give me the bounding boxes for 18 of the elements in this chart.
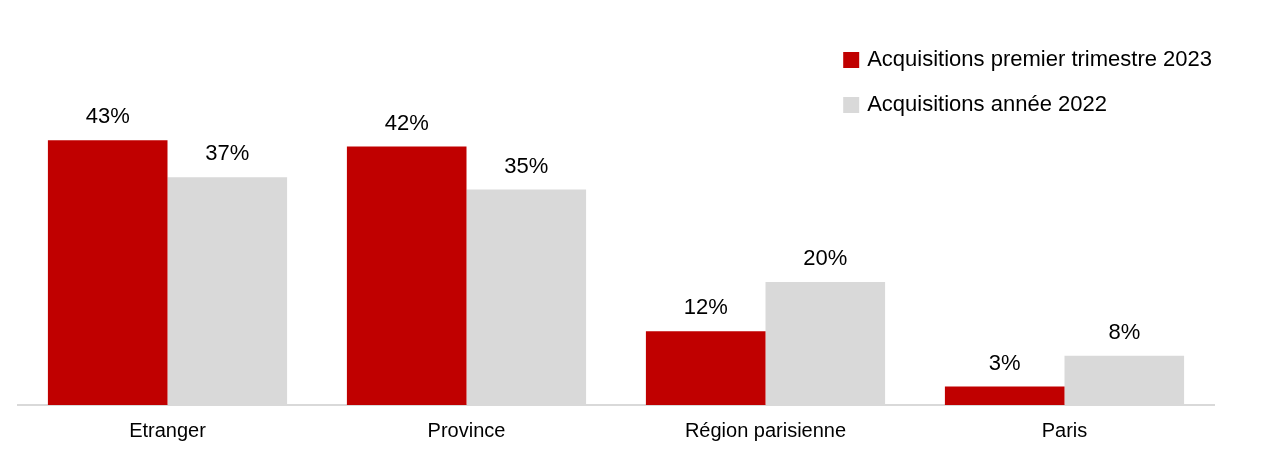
bar xyxy=(645,331,766,405)
x-tick-label: Paris xyxy=(1041,418,1088,441)
data-label: 43% xyxy=(85,103,130,129)
data-label: 8% xyxy=(1108,318,1141,344)
bar xyxy=(47,140,168,405)
bar xyxy=(346,146,467,405)
data-label: 35% xyxy=(504,152,549,178)
data-label: 42% xyxy=(384,109,429,135)
data-label: 12% xyxy=(683,294,728,320)
data-label: 37% xyxy=(205,140,250,166)
bar xyxy=(944,386,1065,405)
data-label: 3% xyxy=(988,349,1021,375)
x-tick-label: Région parisienne xyxy=(684,418,847,441)
legend-label: Acquisitions premier trimestre 2023 xyxy=(867,46,1213,72)
x-tick-label: Etranger xyxy=(129,418,207,441)
legend-label: Acquisitions année 2022 xyxy=(867,91,1107,117)
data-label: 20% xyxy=(803,244,848,270)
x-tick-label: Province xyxy=(427,418,506,441)
